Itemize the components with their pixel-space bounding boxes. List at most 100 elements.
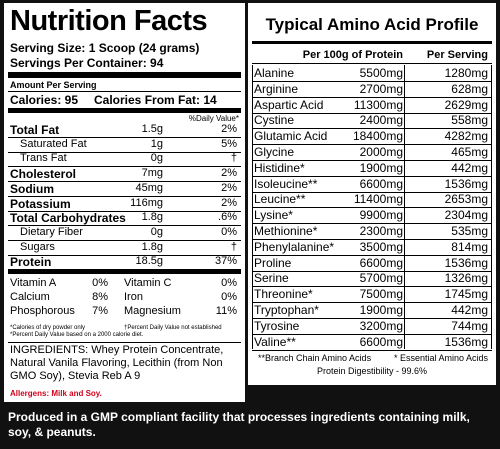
row-rule: [252, 191, 492, 193]
amino-100g: 1900mg: [359, 303, 403, 317]
row-rule: [252, 318, 492, 319]
row-rule: [252, 207, 492, 209]
nutrient-amount: 1.5g: [141, 123, 163, 135]
vitamin-dv: 7%: [92, 305, 108, 317]
vitamin-dv: 8%: [92, 291, 108, 303]
nutrient-dv: 5%: [221, 137, 237, 150]
row-rule: [252, 81, 492, 82]
amount-label: Amount Per Serving: [10, 80, 97, 90]
footnote: †Percent Daily Value not established: [124, 325, 222, 331]
nutrient-dv: 2%: [221, 196, 237, 209]
vitamin-name: Iron: [124, 291, 143, 303]
amino-serving: 442mg: [451, 160, 488, 175]
amino-serving: 628mg: [451, 81, 488, 96]
rule: [252, 63, 492, 64]
nutrient-name: Potassium: [10, 196, 71, 211]
row-rule: [252, 160, 492, 161]
row-rule: [8, 269, 241, 275]
nutrition-panel: Nutrition Facts Serving Size: 1 Scoop (2…: [4, 3, 245, 402]
col-rule: [252, 65, 253, 350]
calories: Calories: 95: [10, 93, 79, 107]
amino-serving: 1745mg: [444, 287, 488, 302]
amino-serving: 1536mg: [444, 255, 488, 270]
amino-100g: 2400mg: [359, 113, 403, 128]
amino-100g: 5700mg: [359, 271, 403, 286]
amino-name: Alanine: [254, 66, 295, 80]
row-rule: [252, 144, 492, 146]
nutrient-amount: 7mg: [141, 167, 163, 180]
nutrient-dv: 2%: [221, 181, 237, 194]
amino-100g: 3500mg: [359, 239, 403, 254]
amino-serving: 814mg: [451, 239, 488, 254]
vitamin-dv: 0%: [92, 277, 108, 289]
calories-fat: Calories From Fat: 14: [94, 93, 217, 107]
nutrient-dv: .6%: [218, 211, 237, 224]
amino-name: Lysine*: [254, 208, 293, 223]
col-rule: [404, 65, 405, 350]
nutrient-name: Trans Fat: [20, 152, 67, 165]
nutrient-amount: 1.8g: [141, 211, 163, 224]
row-rule: [252, 112, 492, 114]
amino-name: Leucine**: [254, 192, 306, 207]
amino-100g: 6600mg: [359, 176, 403, 191]
vitamin-dv: 0%: [221, 277, 237, 289]
nutrient-dv: 2%: [221, 123, 237, 135]
vitamin-dv: 0%: [221, 291, 237, 303]
nutrient-dv: 2%: [221, 167, 237, 180]
amino-name: Cystine: [254, 113, 295, 128]
row-rule: [8, 210, 241, 212]
amino-100g: 6600mg: [359, 334, 403, 349]
amino-serving: 2653mg: [444, 192, 488, 207]
rule: [8, 91, 241, 92]
amino-name: Glycine: [254, 145, 295, 159]
nutrient-amount: 18.5g: [135, 255, 163, 268]
amino-name: Threonine*: [254, 287, 313, 302]
rule: [8, 342, 241, 343]
row-rule: [252, 270, 492, 272]
amino-name: Proline: [254, 255, 292, 270]
amino-serving: 535mg: [451, 224, 488, 238]
amino-serving: 558mg: [451, 113, 488, 128]
footnote-bcaa: **Branch Chain Amino Acids: [258, 353, 372, 363]
amino-serving: 744mg: [451, 318, 488, 333]
header-100g: Per 100g of Protein: [302, 49, 403, 61]
footnote: *Calories of dry powder only: [10, 325, 86, 331]
nutrient-name: Dietary Fiber: [20, 225, 83, 238]
row-rule: [8, 166, 241, 168]
footer: Produced in a GMP compliant facility tha…: [8, 410, 470, 439]
footnote-essential: * Essential Amino Acids: [393, 353, 488, 363]
amino-100g: 9900mg: [359, 208, 403, 223]
col-rule: [491, 65, 492, 350]
row-rule: [8, 239, 241, 241]
nutrient-amount: 0g: [150, 152, 163, 165]
row-rule: [8, 137, 241, 138]
allergens: Allergens: Milk and Soy.: [10, 389, 102, 398]
amino-name: Methionine*: [254, 224, 318, 238]
amino-name: Arginine: [254, 81, 299, 96]
nutrient-name: Cholesterol: [10, 167, 77, 182]
nutrient-dv: †: [230, 240, 237, 253]
serving-size: Serving Size: 1 Scoop (24 grams): [10, 41, 200, 55]
amino-name: Histidine*: [254, 160, 305, 175]
row-rule: [252, 128, 492, 130]
row-rule: [252, 349, 492, 351]
amino-100g: 5500mg: [359, 66, 403, 80]
amino-100g: 1900mg: [359, 160, 403, 175]
title: Nutrition Facts: [10, 5, 208, 37]
amino-name: Valine**: [254, 334, 296, 349]
vitamin-name: Vitamin A: [10, 277, 57, 289]
amino-serving: 2304mg: [444, 208, 488, 223]
dv-header: %Daily Value*: [188, 114, 239, 123]
amino-name: Glutamic Acid: [254, 129, 328, 144]
amino-100g: 18400mg: [352, 129, 403, 144]
vitamin-name: Calcium: [10, 291, 50, 303]
amino-100g: 2700mg: [359, 81, 403, 96]
amino-100g: 6600mg: [359, 255, 403, 270]
amino-name: Tyrosine: [254, 318, 300, 333]
nutrient-amount: 1.8g: [141, 240, 163, 253]
amino-panel: Typical Amino Acid Profile Per 100g of P…: [248, 3, 496, 385]
footnote: *Percent Daily Value based on a 2000 cal…: [10, 332, 144, 338]
amino-name: Aspartic Acid: [254, 97, 324, 112]
nutrient-dv: 0%: [221, 225, 237, 238]
amino-serving: 1536mg: [444, 176, 488, 191]
